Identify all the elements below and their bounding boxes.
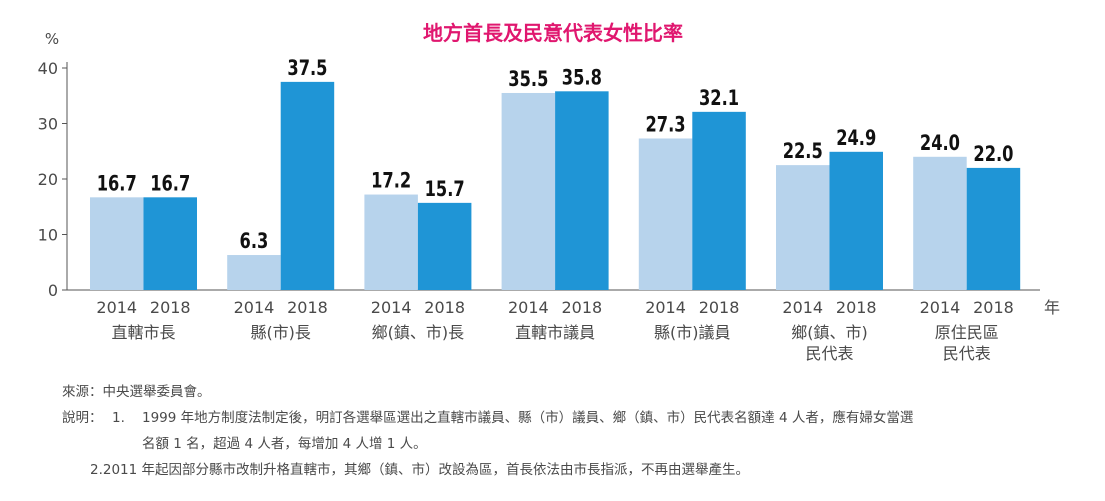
bar-value-label: 22.0 — [973, 142, 1013, 167]
bar-value-label: 22.5 — [783, 139, 823, 164]
y-tick-label: 20 — [38, 170, 58, 189]
chart-notes: 來源：中央選舉委員會。 說明： 1. 1999 年地方制度法制定後，明訂各選舉區… — [62, 379, 1092, 483]
x-tick-year-label: 2018 — [699, 298, 740, 317]
x-tick-year-label: 2014 — [96, 298, 137, 317]
x-category-label: 鄉(鎮、市) — [791, 323, 868, 342]
bar-2014 — [501, 92, 556, 290]
bar-value-label: 27.3 — [646, 112, 686, 137]
explanation-number-1: 1. — [112, 410, 125, 426]
bar-value-label: 24.0 — [920, 130, 960, 155]
x-category-label: 原住民區 — [935, 323, 999, 342]
bar-2018 — [417, 202, 472, 290]
bar-value-label: 32.1 — [699, 86, 739, 111]
x-category-label: 直轄市長 — [111, 323, 175, 342]
bar-value-label: 35.5 — [508, 67, 548, 92]
x-category-label: 民代表 — [943, 344, 991, 363]
bar-2014 — [638, 138, 693, 290]
bar-value-label: 16.7 — [150, 171, 190, 196]
explanation-note-2: 2.2011 年起因部分縣市改制升格直轄市，其鄉（鎮、市）改設為區，首長依法由市… — [90, 462, 750, 478]
x-category-label: 民代表 — [805, 344, 853, 363]
bar-2014 — [364, 194, 418, 290]
x-category-label: 縣(市)議員 — [654, 323, 731, 342]
x-tick-year-label: 2014 — [645, 298, 686, 317]
x-tick-year-label: 2014 — [782, 298, 823, 317]
y-tick-label: 10 — [38, 226, 58, 245]
y-tick-label: 40 — [38, 59, 58, 78]
bar-value-label: 24.9 — [836, 126, 876, 151]
bar-2014 — [227, 255, 281, 290]
bar-2018 — [692, 111, 746, 290]
y-tick-label: 30 — [38, 115, 58, 134]
x-category-label: 鄉(鎮、市)長 — [372, 323, 465, 342]
x-category-label: 直轄市議員 — [515, 323, 595, 342]
bar-value-label: 37.5 — [287, 56, 327, 81]
bar-2014 — [90, 197, 144, 290]
x-category-label: 縣(市)長 — [250, 323, 311, 342]
x-tick-year-label: 2018 — [973, 298, 1014, 317]
explanation-note-1: 說明： 1. 1999 年地方制度法制定後，明訂各選舉區選出之直轄市議員、縣（市… — [62, 405, 1092, 431]
chart-title: 地方首長及民意代表女性比率 — [423, 21, 683, 45]
explanation-note-1-continued: 名額 1 名，超過 4 人者，每增加 4 人增 1 人。 — [142, 436, 427, 452]
bar-chart: 地方首長及民意代表女性比率 % 年 0 10 20 30 40 16.7 2014 16.7… — [38, 21, 1060, 363]
x-tick-year-label: 2014 — [920, 298, 961, 317]
bar-value-label: 16.7 — [97, 171, 137, 196]
y-axis-unit: % — [45, 30, 59, 48]
source-note: 來源：中央選舉委員會。 — [62, 384, 211, 400]
x-axis-unit: 年 — [1044, 298, 1060, 317]
x-tick-year-label: 2018 — [836, 298, 877, 317]
explanation-text-1: 1999 年地方制度法制定後，明訂各選舉區選出之直轄市議員、縣（市）議員、鄉（鎮… — [142, 410, 914, 426]
bar-2014 — [776, 165, 830, 290]
x-tick-year-label: 2018 — [287, 298, 328, 317]
bar-value-label: 35.8 — [562, 65, 602, 90]
bar-value-label: 17.2 — [371, 168, 411, 193]
x-tick-year-label: 2014 — [371, 298, 412, 317]
explanation-label: 說明： — [62, 410, 103, 426]
x-tick-year-label: 2014 — [234, 298, 275, 317]
x-tick-year-label: 2018 — [561, 298, 602, 317]
bar-2018 — [829, 151, 883, 290]
x-tick-year-label: 2014 — [508, 298, 549, 317]
bar-value-label: 6.3 — [240, 229, 269, 254]
bar-2018 — [966, 167, 1021, 290]
x-tick-year-label: 2018 — [150, 298, 191, 317]
bar-2018 — [143, 197, 197, 290]
bar-value-label: 15.7 — [425, 177, 465, 202]
bar-2018 — [555, 91, 609, 290]
bar-2014 — [913, 156, 967, 290]
x-tick-year-label: 2018 — [424, 298, 465, 317]
bar-2018 — [280, 81, 335, 290]
y-tick-label: 0 — [48, 281, 58, 300]
